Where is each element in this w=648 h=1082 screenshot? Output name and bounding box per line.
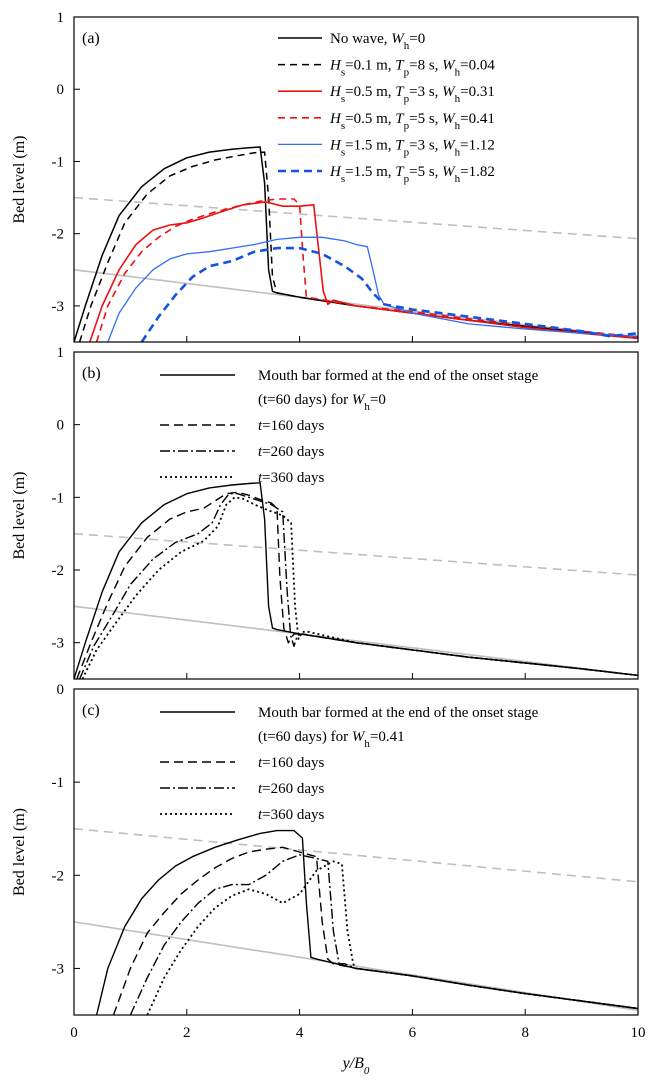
series-line-2 <box>112 846 638 1015</box>
legend-label: t=160 days <box>258 418 325 434</box>
legend-label-line2: (t=60 days) for Wh=0 <box>258 392 386 413</box>
x-tick-label: 2 <box>183 1025 191 1041</box>
plot-frame <box>73 351 639 680</box>
series-line-3 <box>129 854 638 1015</box>
x-tick-label: 0 <box>70 1025 78 1041</box>
legend-label: t=260 days <box>258 444 325 460</box>
series-line-1 <box>74 482 638 679</box>
legend-label: Hs=0.5 m, Tp=3 s, Wh=0.31 <box>329 84 495 105</box>
y-tick-label: -3 <box>52 636 65 652</box>
legend-label: t=160 days <box>258 755 325 771</box>
legend-entry-3: t=260 days <box>160 444 325 460</box>
y-tick-label: -2 <box>52 868 65 884</box>
legend-label: t=360 days <box>258 470 325 486</box>
legend-entry-4: Hs=0.5 m, Tp=5 s, Wh=0.41 <box>278 111 495 132</box>
series-line-2 <box>78 151 638 342</box>
legend-label: Mouth bar formed at the end of the onset… <box>258 705 539 721</box>
y-tick-label: -2 <box>52 227 65 243</box>
legend-label: Hs=1.5 m, Tp=5 s, Wh=1.82 <box>329 164 495 185</box>
legend-label: t=260 days <box>258 781 325 797</box>
y-tick-label: 0 <box>57 682 65 698</box>
legend-label: No wave, Wh=0 <box>330 31 425 52</box>
chart-panel-2: 1 0 -1 -2 -3 Bed level (m) (b) Mouth bar formed… <box>11 345 639 680</box>
legend-label: Hs=1.5 m, Tp=3 s, Wh=1.12 <box>329 137 495 158</box>
x-tick-label: 4 <box>296 1025 304 1041</box>
legend-label: t=360 days <box>258 807 325 823</box>
y-tick-label: 0 <box>57 82 65 98</box>
panel-label: (c) <box>82 702 100 719</box>
y-tick-label: -1 <box>52 775 65 791</box>
reference-line-2 <box>74 827 638 883</box>
legend-label: Hs=0.5 m, Tp=5 s, Wh=0.41 <box>329 111 495 132</box>
chart-panel-1: 1 0 -1 -2 -3 Bed level (m) (a) No wave, Wh=0 Hs=… <box>11 10 639 343</box>
panel-label: (a) <box>82 30 100 47</box>
series-line-4 <box>95 198 638 342</box>
series-line-1 <box>95 829 638 1015</box>
legend-label: Mouth bar formed at the end of the onset… <box>258 368 539 384</box>
series-line-3 <box>78 493 638 679</box>
x-axis-label: y/B0 <box>341 1055 370 1077</box>
y-tick-label: -3 <box>52 961 65 977</box>
y-tick-label: -1 <box>52 490 65 506</box>
reference-line-1 <box>74 605 638 677</box>
series-line-3 <box>89 201 638 342</box>
y-tick-label: -1 <box>52 154 65 170</box>
x-tick-label: 10 <box>631 1025 646 1041</box>
reference-line-2 <box>74 532 638 576</box>
y-tick-label: -2 <box>52 563 65 579</box>
legend-entry-4: t=360 days <box>160 807 325 823</box>
y-tick-label: 1 <box>57 10 65 26</box>
y-tick-label: -3 <box>52 299 65 315</box>
y-tick-label: 1 <box>57 345 65 361</box>
chart-panel-3: 0 -1 -2 -3 0 2 4 6 8 10 Bed level (m) (c) Mouth bar … <box>11 682 646 1041</box>
x-tick-label: 8 <box>521 1025 529 1041</box>
legend-entry-6: Hs=1.5 m, Tp=5 s, Wh=1.82 <box>278 164 495 185</box>
reference-line-2 <box>74 196 638 240</box>
series-line-5 <box>107 236 638 342</box>
series-line-6 <box>140 246 638 342</box>
legend-entry-1: Mouth bar formed at the end of the onset… <box>160 705 539 750</box>
plot-frame <box>73 16 639 343</box>
series-line-4 <box>146 860 638 1015</box>
legend-entry-2: t=160 days <box>160 755 325 771</box>
y-axis-label: Bed level (m) <box>11 808 28 896</box>
legend-entry-3: t=260 days <box>160 781 325 797</box>
y-tick-label: 0 <box>57 418 65 434</box>
legend-entry-1: No wave, Wh=0 <box>278 31 425 52</box>
legend-entry-2: Hs=0.1 m, Tp=8 s, Wh=0.04 <box>278 58 495 79</box>
x-tick-label: 6 <box>409 1025 417 1041</box>
legend-entry-2: t=160 days <box>160 418 325 434</box>
legend-entry-4: t=360 days <box>160 470 325 486</box>
series-line-4 <box>81 496 638 679</box>
panel-label: (b) <box>82 365 101 382</box>
legend-label: Hs=0.1 m, Tp=8 s, Wh=0.04 <box>329 58 495 79</box>
y-axis-label: Bed level (m) <box>11 472 28 560</box>
legend-entry-5: Hs=1.5 m, Tp=3 s, Wh=1.12 <box>278 137 495 158</box>
legend-label-line2: (t=60 days) for Wh=0.41 <box>258 729 405 750</box>
y-axis-label: Bed level (m) <box>11 136 28 224</box>
legend-entry-1: Mouth bar formed at the end of the onset… <box>160 368 539 413</box>
plot-frame <box>73 688 639 1016</box>
series-line-2 <box>76 491 638 679</box>
legend-entry-3: Hs=0.5 m, Tp=3 s, Wh=0.31 <box>278 84 495 105</box>
